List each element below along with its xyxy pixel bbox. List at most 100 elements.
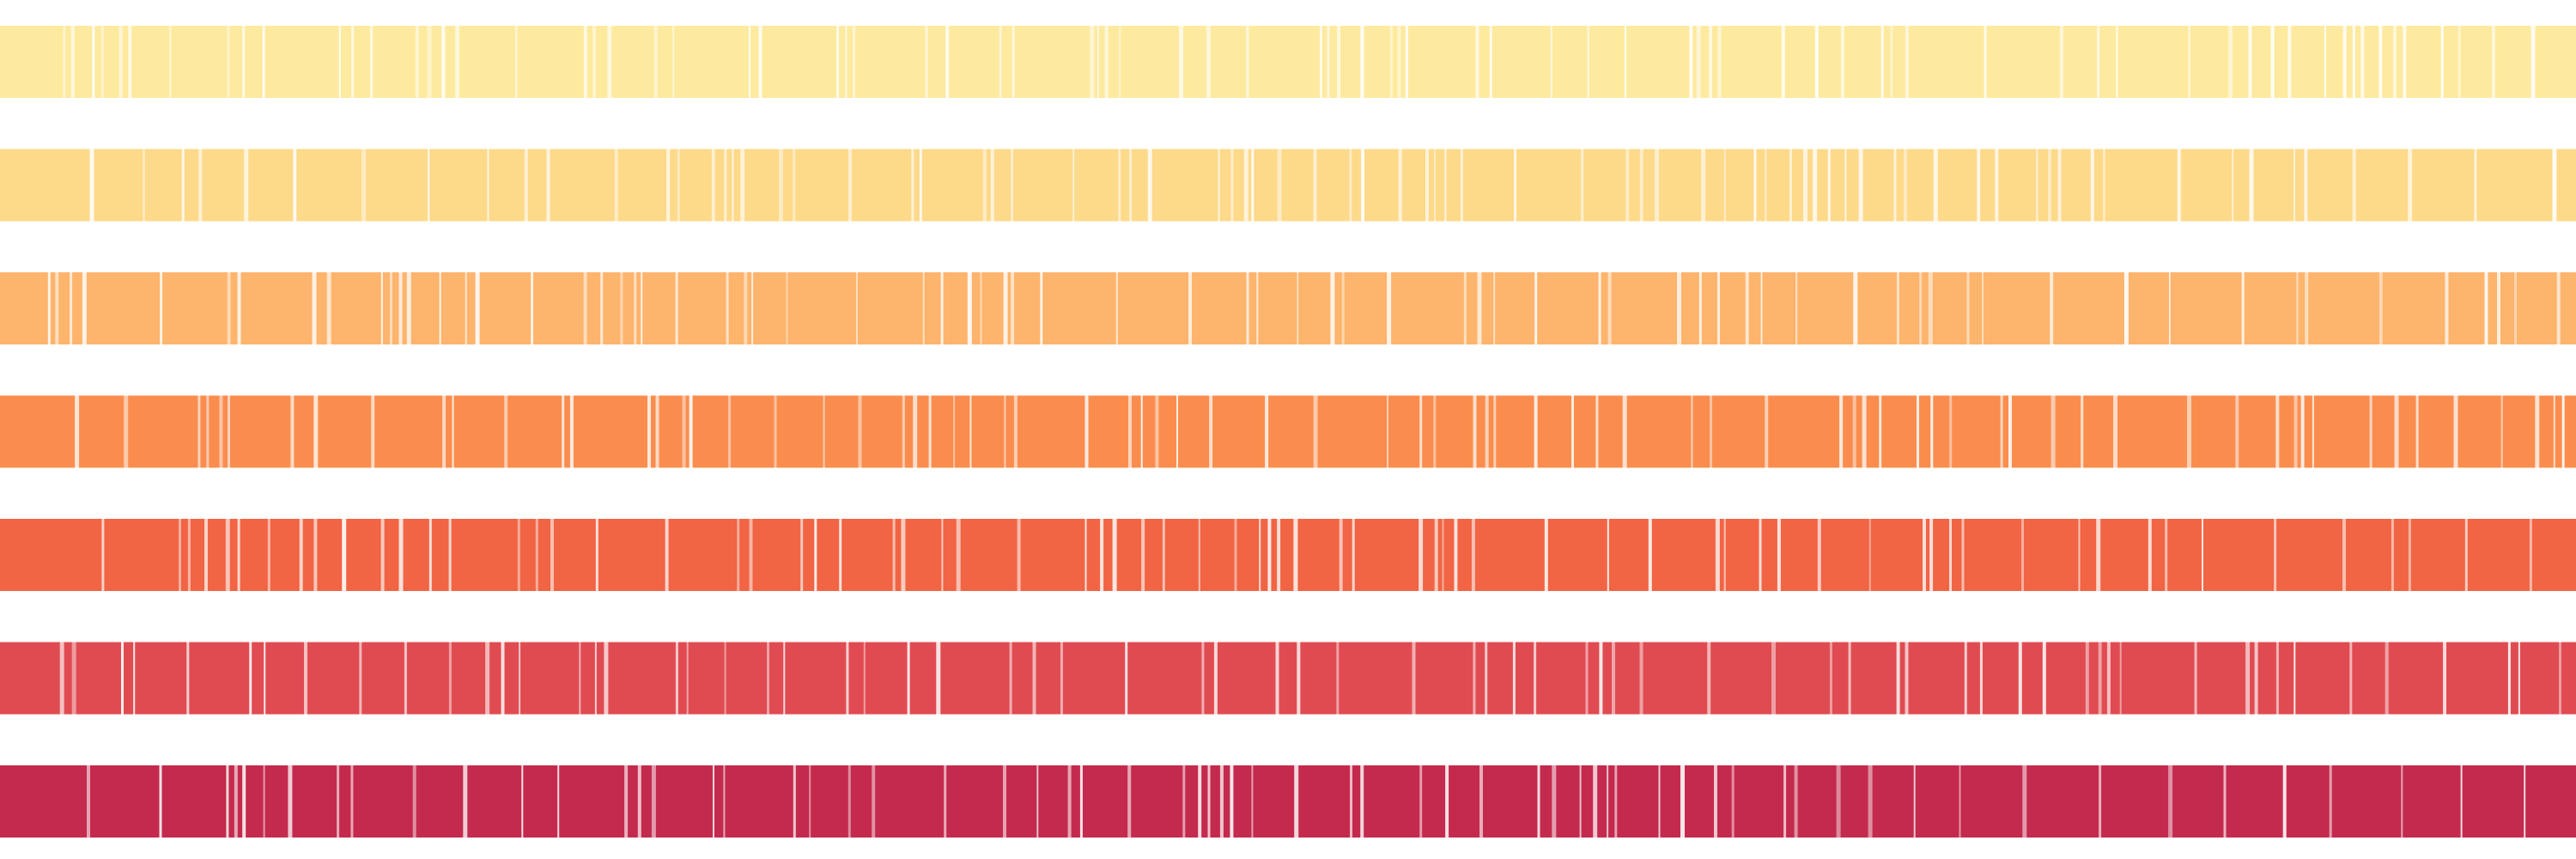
band-stripe	[70, 26, 75, 98]
band-stripe	[2022, 765, 2027, 838]
band-stripe	[779, 149, 783, 222]
band-stripe	[1127, 765, 1132, 838]
band-1	[0, 26, 2576, 98]
band-stripe	[793, 149, 796, 222]
band-stripe	[299, 519, 303, 591]
band-fill	[0, 519, 2576, 591]
band-stripe	[124, 395, 129, 468]
band-stripe	[517, 519, 520, 591]
band-stripe	[1444, 149, 1447, 222]
band-stripe	[2324, 26, 2326, 98]
band-stripe	[1405, 26, 1408, 98]
band-stripe	[2329, 765, 2332, 838]
band-stripe	[487, 149, 489, 222]
band-stripe	[836, 26, 840, 98]
band-stripe	[288, 765, 293, 838]
band-stripe	[406, 272, 411, 344]
band-stripe	[1434, 149, 1436, 222]
band-stripe	[234, 765, 238, 838]
band-stripe	[1032, 642, 1036, 715]
band-stripe	[1552, 765, 1557, 838]
band-stripe	[1753, 149, 1757, 222]
band-stripe	[2484, 272, 2488, 344]
band-stripe	[2440, 26, 2444, 98]
band-3	[0, 272, 2576, 344]
band-stripe	[1040, 272, 1043, 344]
band-stripe	[1419, 765, 1423, 838]
band-stripe	[1714, 765, 1717, 838]
band-stripe	[2275, 395, 2280, 468]
band-stripe	[2524, 765, 2526, 838]
band-stripe	[1454, 519, 1458, 591]
band-stripe	[524, 149, 528, 222]
band-stripe	[1341, 272, 1345, 344]
band-stripe	[1246, 26, 1249, 98]
band-stripe	[1129, 149, 1133, 222]
band-stripe	[2113, 395, 2117, 468]
band-stripe	[1595, 395, 1599, 468]
band-stripe	[1198, 765, 1202, 838]
band-stripe	[2497, 272, 2500, 344]
band-stripe	[2393, 26, 2397, 98]
band-stripe	[47, 272, 51, 344]
band-stripe	[313, 519, 318, 591]
band-stripe	[2123, 272, 2129, 344]
band-stripe	[1419, 395, 1423, 468]
band-stripe	[901, 519, 906, 591]
band-stripe	[2097, 26, 2100, 98]
band-stripe	[2453, 395, 2458, 468]
band-stripe	[1933, 149, 1938, 222]
band-stripe	[2394, 395, 2399, 468]
band-stripe	[87, 765, 90, 838]
band-stripe	[1297, 642, 1301, 715]
band-stripe	[922, 272, 925, 344]
band-stripe	[2096, 519, 2101, 591]
band-stripe	[614, 149, 618, 222]
band-stripe	[2165, 519, 2168, 591]
band-stripe	[1337, 26, 1340, 98]
band-stripe	[1425, 149, 1429, 222]
band-stripe	[1537, 765, 1540, 838]
band-stripe	[1848, 642, 1851, 715]
band-stripe	[1648, 519, 1652, 591]
band-fill	[0, 765, 2576, 838]
band-stripe	[1162, 519, 1165, 591]
band-stripe	[786, 272, 788, 344]
band-stripe	[675, 642, 678, 715]
band-stripe	[133, 642, 136, 715]
band-stripe	[475, 272, 480, 344]
band-stripe	[583, 26, 587, 98]
band-stripe	[1188, 272, 1192, 344]
band-stripe	[814, 519, 817, 591]
band-4	[0, 395, 2576, 468]
band-stripe	[160, 272, 163, 344]
band-stripe	[1852, 395, 1856, 468]
band-stripe	[455, 26, 460, 98]
band-stripe	[2514, 272, 2518, 344]
band-stripe	[1928, 272, 1933, 344]
band-stripe	[682, 395, 686, 468]
band-stripe	[1198, 519, 1200, 591]
band-stripe	[1119, 26, 1121, 98]
band-stripe	[227, 272, 231, 344]
band-stripe	[858, 395, 862, 468]
band-stripe	[592, 26, 596, 98]
band-stripe	[2529, 519, 2532, 591]
band-stripe	[428, 519, 432, 591]
band-stripe	[2369, 395, 2372, 468]
band-stripe	[179, 519, 181, 591]
band-stripe	[1817, 519, 1821, 591]
band-stripe	[380, 272, 383, 344]
band-stripe	[75, 395, 80, 468]
band-stripe	[1896, 642, 1900, 715]
band-stripe	[1710, 395, 1712, 468]
band-stripe	[641, 272, 643, 344]
band-stripe	[1213, 642, 1218, 715]
band-stripe	[1067, 765, 1072, 838]
band-stripe	[1625, 149, 1630, 222]
band-stripe	[907, 642, 910, 715]
band-stripe	[1840, 26, 1844, 98]
band-stripe	[2000, 395, 2003, 468]
band-stripe	[1489, 26, 1492, 98]
band-stripe	[531, 272, 534, 344]
